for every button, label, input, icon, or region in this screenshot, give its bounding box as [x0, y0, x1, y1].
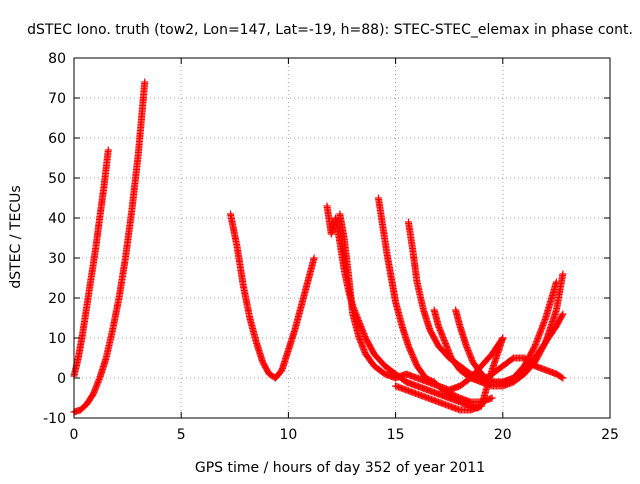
y-tick-labels: -10 0 10 20 30 40 50 60 70 80 [43, 51, 66, 427]
x-tick-label: 25 [601, 427, 619, 443]
chart-title: dSTEC Iono. truth (tow2, Lon=147, Lat=-1… [27, 22, 633, 38]
y-tick-label: 0 [57, 371, 66, 387]
data-point [310, 254, 318, 262]
x-tick-labels: 0 5 10 15 20 25 [70, 427, 619, 443]
data-point [559, 270, 567, 278]
y-tick-label: 10 [48, 331, 66, 347]
x-tick-label: 15 [387, 427, 405, 443]
data-points [70, 78, 567, 416]
data-point [559, 310, 567, 318]
y-tick-label: -10 [43, 411, 66, 427]
data-point [104, 146, 112, 154]
data-point [499, 334, 507, 342]
data-point [558, 311, 566, 319]
series-11 [392, 334, 507, 414]
y-tick-label: 30 [48, 251, 66, 267]
y-axis-label: dSTEC / TECUs [8, 185, 24, 288]
data-point [559, 374, 567, 382]
data-point [141, 78, 149, 86]
series-4 [323, 202, 485, 412]
data-point [558, 373, 566, 381]
series-1 [70, 146, 112, 380]
series-3 [227, 210, 318, 382]
y-tick-label: 50 [48, 171, 66, 187]
x-tick-label: 5 [177, 427, 186, 443]
y-tick-label: 80 [48, 51, 66, 67]
x-tick-label: 10 [279, 427, 297, 443]
y-tick-label: 20 [48, 291, 66, 307]
y-tick-label: 60 [48, 131, 66, 147]
series-6 [374, 194, 496, 406]
plot-frame [73, 57, 611, 419]
x-tick-label: 0 [70, 427, 79, 443]
x-axis-label: GPS time / hours of day 352 of year 2011 [195, 460, 485, 476]
x-tick-label: 20 [494, 427, 512, 443]
y-tick-label: 40 [48, 211, 66, 227]
y-tick-label: 70 [48, 91, 66, 107]
series-2 [70, 78, 149, 416]
data-point [488, 394, 496, 402]
